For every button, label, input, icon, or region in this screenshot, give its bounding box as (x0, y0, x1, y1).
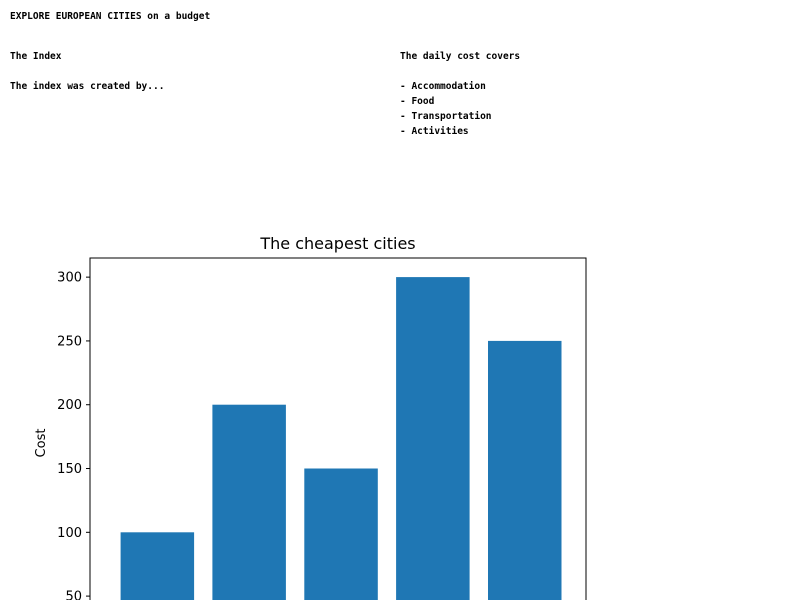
y-tick-label: 250 (57, 334, 82, 349)
bar (488, 340, 562, 600)
bar (212, 404, 286, 600)
page-headline: EXPLORE EUROPEAN CITIES on a budget (10, 11, 211, 22)
cost-list: - Accommodation - Food - Transportation … (400, 79, 492, 139)
y-tick-label: 300 (57, 271, 82, 286)
bar (396, 277, 470, 600)
index-description: The index was created by... (10, 81, 165, 92)
cost-list-item: - Activities (400, 126, 469, 137)
y-tick-label: 150 (57, 462, 82, 477)
bar (120, 532, 195, 600)
chart-title: The cheapest cities (259, 234, 415, 253)
axes-frame (89, 257, 587, 600)
cost-list-item: - Accommodation (400, 81, 486, 92)
y-tick-label: 50 (65, 590, 82, 600)
y-tick-label: 100 (57, 526, 82, 541)
plot-area: 50 100 150 200 250 300 (57, 257, 587, 600)
y-tick-label: 200 (57, 398, 82, 413)
cost-list-item: - Food (400, 96, 435, 107)
y-axis-label: Cost (34, 429, 49, 458)
cost-heading: The daily cost covers (400, 51, 521, 62)
cost-list-item: - Transportation (400, 111, 492, 122)
index-heading: The Index (10, 51, 62, 62)
bar (304, 468, 378, 600)
